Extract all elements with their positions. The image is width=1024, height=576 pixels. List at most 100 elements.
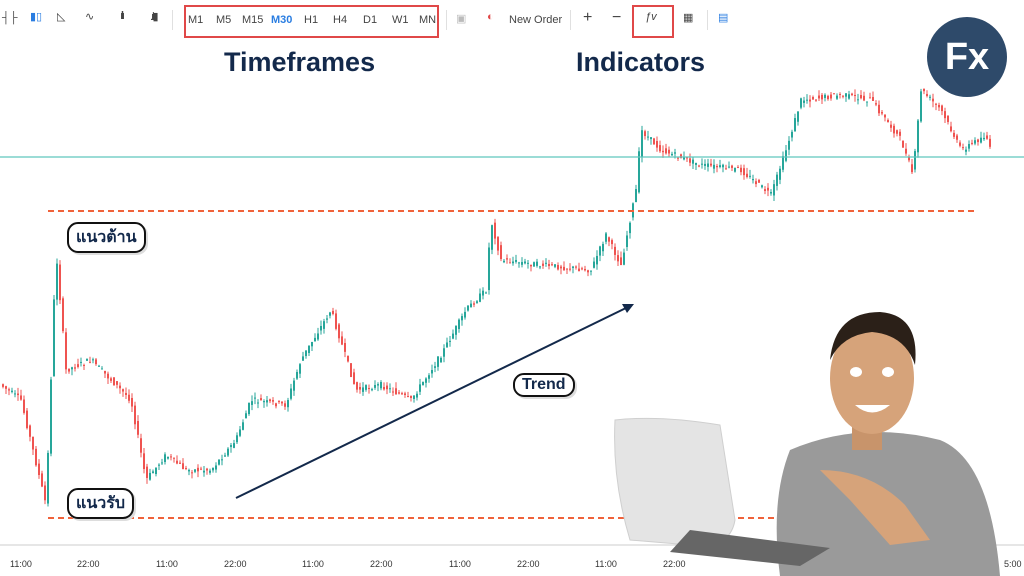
- trend-arrow-head: [622, 304, 634, 313]
- candle: [215, 465, 217, 470]
- indicators-icon[interactable]: ƒv: [645, 11, 657, 23]
- volume-bars-icon[interactable]: .ıl▮: [150, 11, 158, 23]
- candle: [848, 94, 850, 99]
- candle: [986, 135, 988, 139]
- candle: [128, 394, 130, 401]
- timeframe-m30[interactable]: M30: [271, 14, 293, 26]
- candle: [236, 435, 238, 443]
- candle: [725, 168, 727, 170]
- candle: [548, 263, 550, 267]
- candle: [572, 266, 574, 269]
- candle: [851, 93, 853, 96]
- timeframe-d1[interactable]: D1: [363, 14, 378, 26]
- timeframe-m5[interactable]: M5: [216, 14, 232, 26]
- zoom-in-button[interactable]: +: [583, 9, 593, 26]
- candle: [635, 189, 637, 203]
- candle: [842, 95, 844, 97]
- candle: [158, 464, 160, 466]
- candle: [314, 337, 316, 342]
- candle: [479, 293, 481, 302]
- notes-icon[interactable]: ▤: [718, 12, 729, 24]
- candle: [800, 98, 802, 108]
- timeframe-h4[interactable]: H4: [333, 14, 348, 26]
- candle: [674, 152, 676, 154]
- candle: [434, 366, 436, 368]
- zoom-out-button[interactable]: −: [612, 9, 622, 26]
- candle: [626, 235, 628, 248]
- calendar-icon[interactable]: ▦: [683, 12, 694, 24]
- screenshot-icon[interactable]: ▣: [456, 13, 467, 25]
- x-tick: 11:00: [302, 559, 324, 569]
- candle: [416, 393, 418, 398]
- trend-arrow: [235, 306, 629, 499]
- candle: [989, 138, 991, 147]
- candle: [791, 131, 793, 138]
- candle: [944, 111, 946, 119]
- candle: [947, 115, 949, 122]
- x-tick: 22:00: [663, 559, 686, 569]
- candle: [197, 467, 199, 472]
- candle: [905, 148, 907, 154]
- candle: [857, 99, 859, 101]
- candle: [362, 387, 364, 392]
- timeframe-m1[interactable]: M1: [188, 14, 204, 26]
- candle: [452, 333, 454, 339]
- candle: [620, 257, 622, 266]
- line-chart-icon[interactable]: ∿: [85, 11, 95, 23]
- candle: [89, 361, 91, 363]
- new-order-button[interactable]: New Order: [509, 14, 563, 26]
- candle: [878, 104, 880, 114]
- candle: [185, 467, 187, 469]
- area-chart-icon[interactable]: ◺: [57, 11, 66, 23]
- candle: [761, 185, 763, 188]
- candle: [386, 385, 388, 390]
- timeframe-h1[interactable]: H1: [304, 14, 319, 26]
- candle: [926, 93, 928, 97]
- candle: [746, 173, 748, 177]
- candle: [767, 187, 769, 191]
- candle: [350, 363, 352, 377]
- candle: [8, 389, 10, 391]
- candle: [71, 367, 73, 370]
- timeframe-w1[interactable]: W1: [392, 14, 409, 26]
- trend-label: Trend: [513, 373, 575, 397]
- volume-icon[interactable]: ıllı: [120, 10, 125, 22]
- candle: [53, 299, 55, 377]
- candle: [974, 140, 976, 144]
- candle: [374, 384, 376, 388]
- candle: [689, 158, 691, 163]
- timeframe-m15[interactable]: M15: [242, 14, 264, 26]
- candlestick-icon[interactable]: ▮▯: [30, 11, 43, 23]
- candle: [650, 137, 652, 140]
- candle: [380, 382, 382, 389]
- candle: [716, 166, 718, 168]
- candle: [107, 373, 109, 379]
- candle: [881, 112, 883, 114]
- candle: [131, 397, 133, 407]
- candle: [173, 457, 175, 459]
- candle: [521, 262, 523, 265]
- candle: [326, 318, 328, 320]
- candle: [164, 454, 166, 462]
- candle: [929, 96, 931, 98]
- candle: [596, 255, 598, 265]
- candle: [371, 389, 373, 391]
- candle: [182, 463, 184, 470]
- bar-chart-icon[interactable]: ┤├: [2, 12, 18, 24]
- candle: [50, 379, 52, 454]
- candle: [335, 313, 337, 329]
- candle: [914, 151, 916, 170]
- candle: [419, 384, 421, 392]
- candle: [599, 246, 601, 256]
- candle: [344, 343, 346, 352]
- candle: [47, 452, 49, 504]
- x-tick: 22:00: [224, 559, 247, 569]
- timeframe-mn[interactable]: MN: [419, 14, 437, 26]
- candle: [491, 225, 493, 250]
- candle: [734, 167, 736, 172]
- indicators-title: Indicators: [576, 47, 706, 77]
- candle: [56, 263, 58, 300]
- candle: [239, 429, 241, 436]
- candle: [962, 147, 964, 149]
